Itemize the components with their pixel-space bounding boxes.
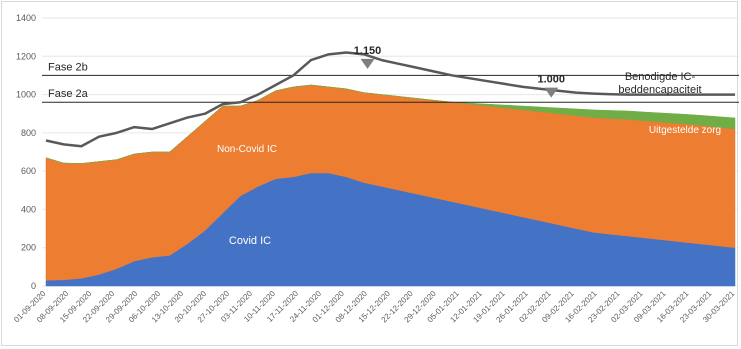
y-tick-0: 0 xyxy=(31,281,36,291)
area-uitgestelde-zorg xyxy=(45,84,736,164)
capacity-line xyxy=(45,51,735,148)
y-tick-200: 200 xyxy=(21,243,36,253)
label-covid-ic: Covid IC xyxy=(229,235,271,247)
y-tick-400: 400 xyxy=(21,204,36,214)
y-tick-1400: 1400 xyxy=(16,13,36,23)
annotation-marker-1.150 xyxy=(360,58,375,69)
annotation-label-1.000: 1.000 xyxy=(538,74,566,86)
reference-label-fase-2b: Fase 2b xyxy=(48,61,88,73)
y-tick-1200: 1200 xyxy=(16,51,36,61)
y-tick-800: 800 xyxy=(21,128,36,138)
label-capacity-line-1: Benodigde IC- xyxy=(625,71,696,83)
y-tick-600: 600 xyxy=(21,166,36,176)
label-uitgestelde-zorg: Uitgestelde zorg xyxy=(649,125,721,136)
annotation-marker-1.000 xyxy=(544,87,559,98)
label-capacity-line-2: beddencapaciteit xyxy=(618,84,701,96)
reference-label-fase-2a: Fase 2a xyxy=(48,88,89,100)
label-non-covid-ic: Non-Covid IC xyxy=(217,144,277,155)
annotation-label-1.150: 1.150 xyxy=(354,45,382,57)
y-tick-1000: 1000 xyxy=(16,90,36,100)
